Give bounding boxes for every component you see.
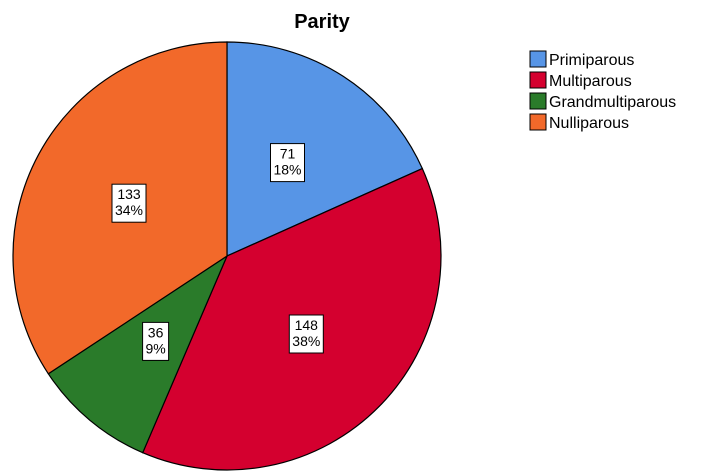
- data-label-box: [111, 183, 147, 223]
- data-label-grandmultiparous: 369%: [142, 321, 170, 361]
- legend-label: Primiparous: [549, 52, 634, 69]
- legend-item-primiparous: Primiparous: [529, 50, 634, 69]
- pie-slice-grandmultiparous: [47, 254, 229, 454]
- chart-title: Parity: [294, 11, 350, 33]
- data-label-count: 148: [295, 317, 319, 333]
- legend-item-grandmultiparous: Grandmultiparous: [529, 92, 676, 111]
- legend-label: Multiparous: [549, 73, 632, 90]
- legend-swatch: [529, 113, 547, 131]
- data-label-box: [270, 143, 305, 183]
- pie-slices: [12, 41, 442, 471]
- data-label-box: [288, 314, 324, 354]
- data-label-percent: 18%: [273, 162, 301, 178]
- data-label-percent: 34%: [115, 202, 143, 218]
- data-label-count: 133: [117, 186, 141, 202]
- chart-legend: Primiparous Multiparous Grandmultiparous Nu…: [529, 50, 676, 132]
- data-label-percent: 38%: [292, 333, 320, 349]
- legend-swatch: [529, 92, 547, 110]
- legend-item-multiparous: Multiparous: [529, 71, 632, 90]
- legend-label: Nulliparous: [549, 115, 629, 132]
- legend-swatch: [529, 71, 547, 89]
- legend-label: Grandmultiparous: [549, 94, 676, 111]
- legend-item-nulliparous: Nulliparous: [529, 113, 629, 132]
- legend-swatch: [529, 50, 547, 68]
- data-label-box: [142, 321, 170, 361]
- pie-slice-primiparous: [226, 41, 424, 257]
- data-label-percent: 9%: [145, 340, 165, 356]
- data-label-count: 36: [148, 324, 164, 340]
- data-label-count: 71: [280, 146, 296, 162]
